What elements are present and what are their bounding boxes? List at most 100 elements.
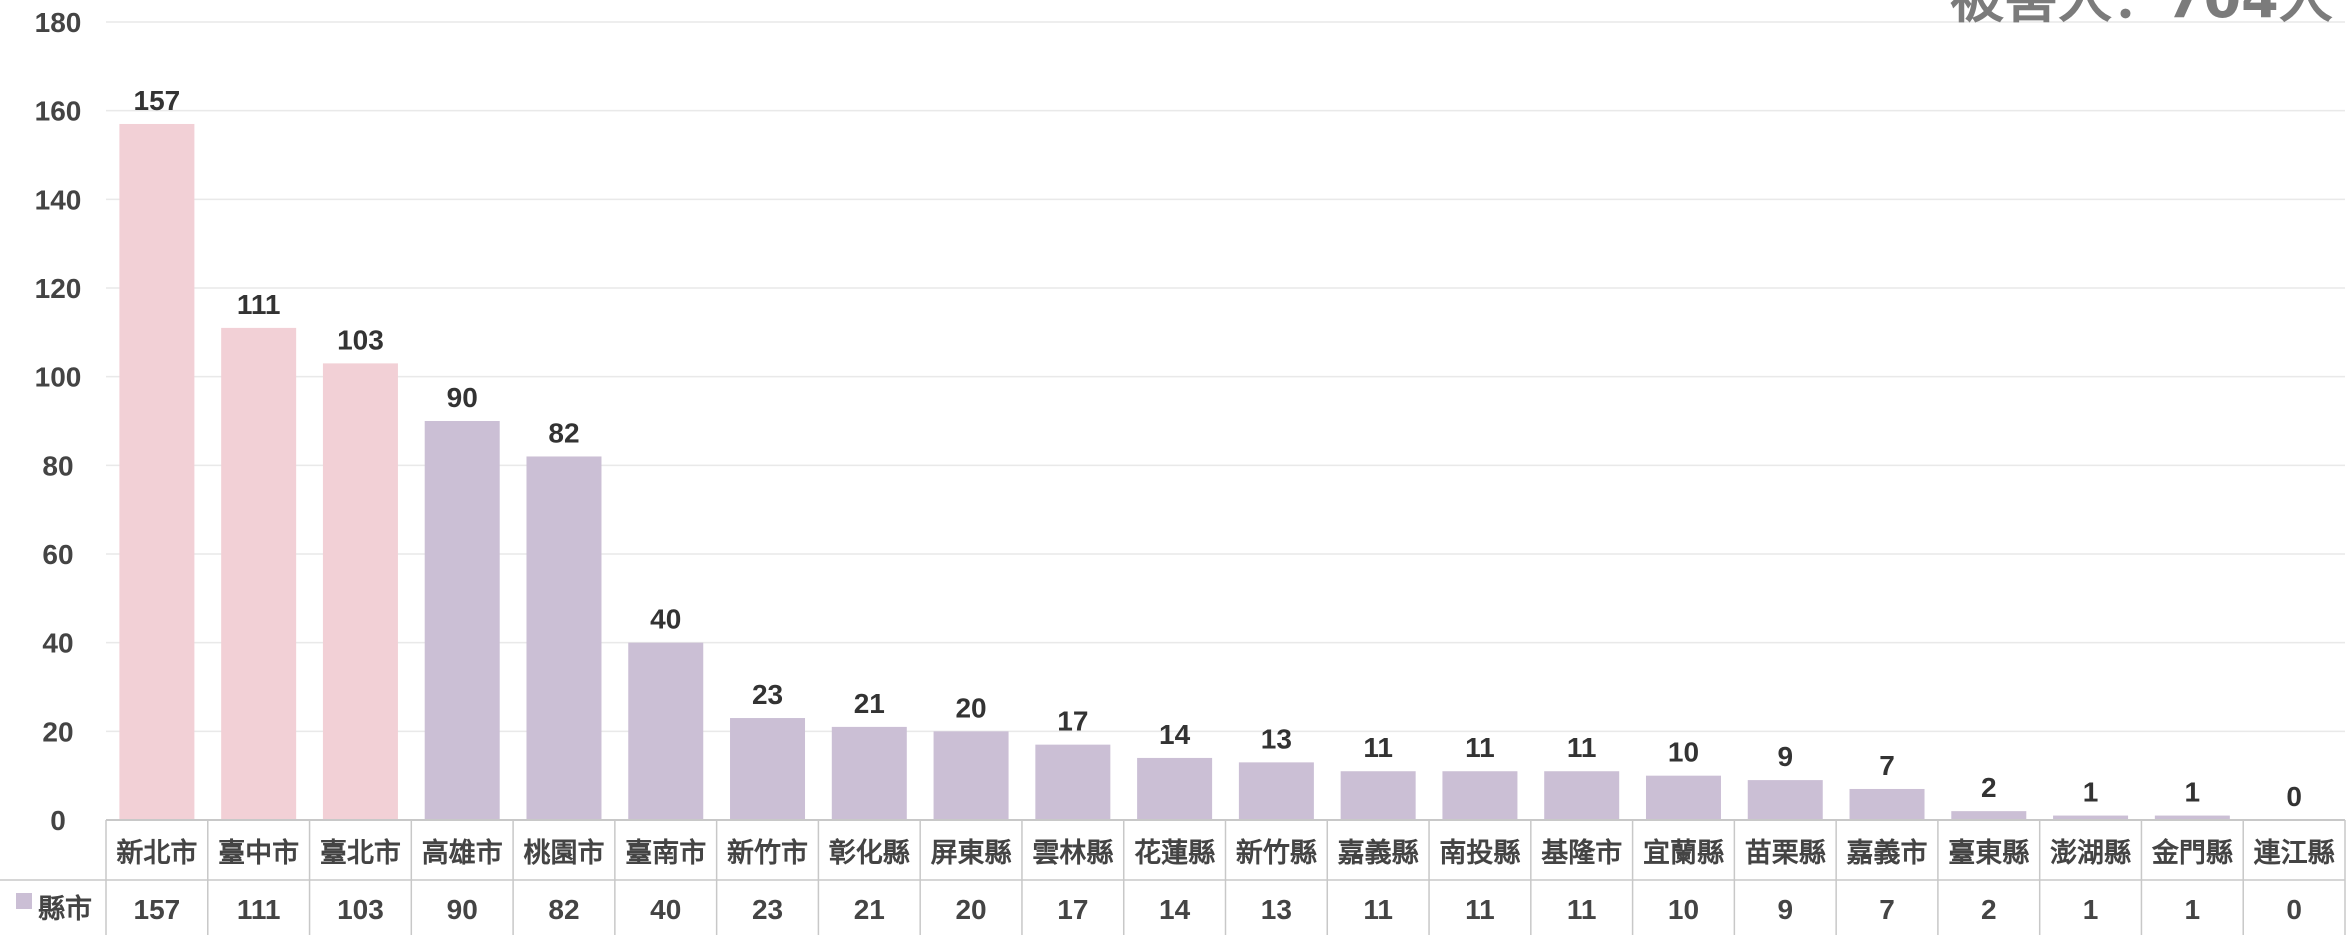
- table-value-cell: 9: [1777, 894, 1793, 925]
- bar: [1035, 744, 1111, 820]
- bar-value-label: 7: [1879, 750, 1895, 781]
- bar: [730, 718, 806, 820]
- table-value-cell: 2: [1981, 894, 1997, 925]
- bar-value-label: 17: [1057, 706, 1088, 737]
- legend-series-name: 縣市: [38, 893, 92, 925]
- bar-value-label: 20: [955, 692, 986, 723]
- table-value-cell: 111: [237, 894, 281, 925]
- bar: [1747, 780, 1823, 820]
- bar: [1340, 771, 1416, 820]
- bar: [2154, 815, 2230, 820]
- bar-value-label: 40: [650, 604, 681, 635]
- table-value-cell: 1: [2185, 894, 2201, 925]
- table-value-cell: 11: [1363, 894, 1393, 925]
- bar-value-label: 90: [447, 382, 478, 413]
- y-tick-label: 80: [42, 450, 73, 481]
- category-label: 新竹市: [727, 837, 808, 869]
- bar: [322, 363, 398, 820]
- bar-value-label: 1: [2083, 777, 2099, 808]
- category-label: 南投縣: [1439, 838, 1520, 869]
- bar: [221, 327, 297, 820]
- bar: [1238, 762, 1314, 820]
- y-tick-label: 20: [42, 716, 73, 747]
- data-table: 新北市157臺中市111臺北市103高雄市90桃園市82臺南市40新竹市23彰化…: [0, 819, 2346, 935]
- category-label: 金門縣: [2151, 837, 2233, 869]
- bar: [1442, 771, 1518, 820]
- bar-value-label: 111: [237, 289, 281, 320]
- bar: [831, 726, 907, 820]
- y-tick-label: 120: [35, 273, 82, 304]
- bar: [1645, 775, 1721, 820]
- category-label: 臺北市: [320, 837, 401, 869]
- bar: [424, 421, 500, 820]
- corner-title: 被害人：704人: [1950, 0, 2333, 30]
- y-tick-label: 40: [42, 628, 73, 659]
- bar: [2053, 815, 2129, 820]
- category-label: 嘉義縣: [1338, 837, 1419, 869]
- y-tick-label: 0: [50, 805, 66, 836]
- table-value-cell: 82: [548, 894, 579, 925]
- bar-value-label: 11: [1465, 732, 1495, 763]
- bar-value-label: 21: [854, 688, 885, 719]
- bar-value-label: 13: [1261, 723, 1292, 754]
- bar-value-label: 82: [548, 417, 579, 448]
- table-value-cell: 20: [955, 894, 986, 925]
- bar-value-label: 11: [1567, 732, 1597, 763]
- table-value-cell: 0: [2286, 894, 2302, 925]
- bar: [628, 642, 704, 820]
- category-label: 嘉義市: [1847, 837, 1928, 869]
- category-label: 連江縣: [2254, 838, 2335, 869]
- legend-swatch: [16, 893, 32, 909]
- bar-value-label: 23: [752, 679, 783, 710]
- table-value-cell: 157: [134, 894, 181, 925]
- table-value-cell: 21: [854, 894, 885, 925]
- category-label: 花蓮縣: [1134, 838, 1215, 869]
- bar: [1951, 811, 2027, 820]
- bar: [1137, 757, 1213, 820]
- bar-value-label: 9: [1777, 741, 1793, 772]
- y-tick-label: 100: [35, 362, 82, 393]
- category-label: 宜蘭縣: [1643, 837, 1724, 869]
- bar-value-label: 157: [134, 85, 181, 116]
- table-value-cell: 10: [1668, 894, 1699, 925]
- bar-value-label: 2: [1981, 772, 1997, 803]
- table-value-cell: 17: [1057, 894, 1088, 925]
- bar: [1544, 771, 1620, 820]
- y-tick-label: 140: [35, 184, 82, 215]
- category-label: 彰化縣: [829, 837, 910, 869]
- bars: [119, 123, 2230, 820]
- bar-value-label: 11: [1363, 732, 1393, 763]
- legend: 縣市: [16, 893, 92, 925]
- bar-value-label: 14: [1159, 719, 1191, 750]
- category-label: 苗栗縣: [1745, 838, 1826, 869]
- category-label: 澎湖縣: [2050, 838, 2131, 869]
- bar: [933, 731, 1009, 820]
- table-value-cell: 103: [337, 894, 384, 925]
- category-label: 屏東縣: [931, 838, 1012, 869]
- y-tick-label: 60: [42, 539, 73, 570]
- bar: [119, 123, 195, 820]
- table-value-cell: 11: [1567, 894, 1597, 925]
- category-label: 臺南市: [625, 837, 706, 869]
- category-label: 臺東縣: [1948, 838, 2029, 869]
- bar-value-label: 103: [337, 324, 384, 355]
- category-label: 臺中市: [218, 837, 299, 869]
- table-value-cell: 1: [2083, 894, 2099, 925]
- category-label: 新竹縣: [1236, 837, 1317, 869]
- table-value-cell: 40: [650, 894, 681, 925]
- category-label: 基隆市: [1541, 837, 1622, 869]
- bar: [526, 456, 602, 820]
- table-value-cell: 11: [1465, 894, 1495, 925]
- bar-value-label: 0: [2286, 781, 2302, 812]
- category-label: 桃園市: [523, 837, 604, 869]
- category-label: 新北市: [116, 837, 197, 869]
- category-label: 高雄市: [422, 837, 503, 869]
- y-axis-tick-labels: 0 20 40 60 80 100 120 140 160 180: [35, 7, 82, 836]
- bar-value-label: 1: [2185, 777, 2201, 808]
- table-value-cell: 14: [1159, 894, 1191, 925]
- table-value-cell: 90: [447, 894, 478, 925]
- category-label: 雲林縣: [1032, 838, 1113, 869]
- table-value-cell: 23: [752, 894, 783, 925]
